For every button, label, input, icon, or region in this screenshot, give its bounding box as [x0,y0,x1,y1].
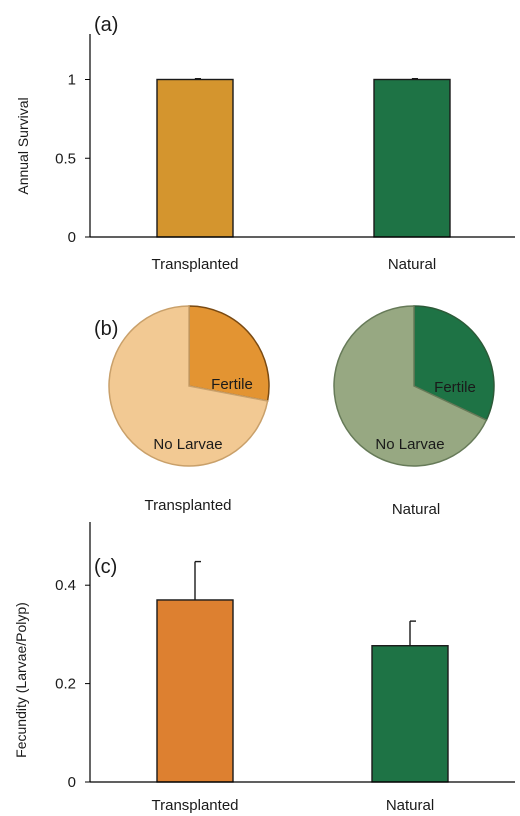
panel-a-category-labels: Transplanted Natural [152,256,437,273]
pie-transplanted: Fertile No Larvae Transplanted [108,305,270,514]
y-tick-label: 0.4 [55,577,76,594]
pie-slice-label: No Larvae [375,436,444,453]
panel-c-fecundity-chart: (c) Fecundity (Larvae/Polyp) 0 0.2 0.4 Tra… [13,522,515,814]
panel-a-y-ticks: 00.51 [55,72,90,246]
panel-b-pies: Fertile No Larvae Transplanted Fertile No La… [108,305,495,518]
pie-slice-label: Fertile [211,376,253,393]
panel-b-label: (b) [94,318,118,340]
pie-slice-no-larvae [108,305,269,467]
panel-a-survival-chart: (a) Annual Survival 00.51 Transplanted Na… [15,14,515,273]
pie-natural: Fertile No Larvae Natural [333,305,495,518]
panel-a-bars [156,78,451,238]
pie-slice-fertile [413,305,495,422]
pie-slice-fertile [188,305,270,402]
y-tick-label: 0 [68,229,76,246]
bar-transplanted [156,599,234,783]
panel-b-fertility-pies: (b) Fertile No Larvae Transplanted Fertile N… [94,305,495,518]
panel-c-bars [156,560,449,783]
y-tick-label: 0.2 [55,676,76,693]
y-tick-label: 1 [68,72,76,89]
panel-a-label: (a) [94,14,118,36]
category-label-transplanted: Transplanted [152,797,239,814]
bar-transplanted [156,78,234,238]
y-tick-label: 0 [68,774,76,791]
category-label-natural: Natural [388,256,436,273]
bar-natural [373,78,451,238]
y-tick-label: 0.5 [55,150,76,167]
panel-c-label: (c) [94,556,117,578]
pie-name-label: Transplanted [145,497,232,514]
panel-c-y-ticks: 0 0.2 0.4 [55,577,90,791]
pie-slice-no-larvae [333,305,488,467]
pie-name-label: Natural [392,501,440,518]
pie-slice-label: Fertile [434,379,476,396]
panel-c-y-axis-label: Fecundity (Larvae/Polyp) [13,602,29,758]
category-label-natural: Natural [386,797,434,814]
panel-c-axes [89,522,515,783]
panel-a-y-axis-label: Annual Survival [15,97,31,194]
panel-c-category-labels: Transplanted Natural [152,797,435,814]
panel-a-axes [89,34,515,238]
bar-natural [371,645,449,783]
pie-slice-label: No Larvae [153,436,222,453]
category-label-transplanted: Transplanted [152,256,239,273]
